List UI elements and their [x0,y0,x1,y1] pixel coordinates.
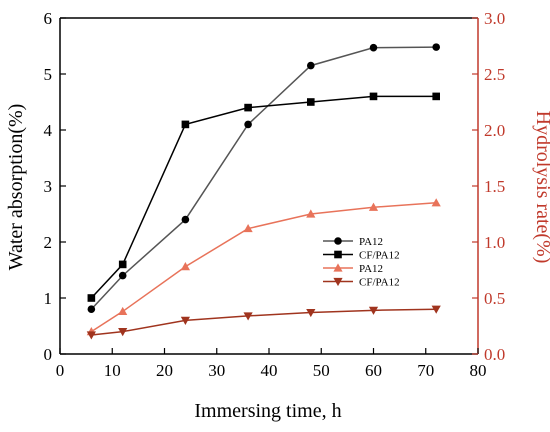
data-point [180,316,190,325]
left-y-tick-label: 6 [44,9,53,28]
data-point [368,306,379,315]
data-point [431,198,441,207]
left-y-axis: 0 1 2 3 4 5 6 [44,9,66,364]
legend-label: PA12 [359,263,383,275]
right-y-axis: 0.0 0.5 1.0 1.5 2.0 2.5 3.0 [472,9,505,364]
legend-marker [333,263,343,272]
data-point [432,92,440,101]
data-point [181,215,190,224]
data-point [431,305,441,314]
data-point [368,202,379,211]
x-tick-label: 20 [156,361,173,380]
right-y-tick-label: 0.5 [484,289,505,308]
legend-label: PA12 [359,236,383,248]
x-tick-label: 70 [417,361,434,380]
series-layer [86,43,441,340]
right-y-tick-label: 2.0 [484,121,505,140]
data-point [118,328,128,337]
right-y-tick-label: 1.5 [484,177,505,196]
data-point [87,294,96,302]
legend-item: CF/PA12 [323,277,400,289]
legend-label: CF/PA12 [359,277,400,289]
data-point [180,262,190,271]
data-point [87,305,96,314]
x-tick-label: 80 [470,361,487,380]
data-point [243,223,253,233]
legend-item: CF/PA12 [323,250,400,262]
left-y-tick-label: 1 [44,289,53,308]
x-tick-label: 10 [104,361,121,380]
data-point [307,61,315,70]
x-tick-label: 60 [365,361,382,380]
data-point [307,98,315,106]
left-y-tick-label: 5 [44,65,53,84]
series-line [91,308,437,336]
series-4 [86,305,441,340]
data-point [181,120,190,129]
data-point [306,209,316,218]
data-point [244,120,252,129]
legend-item: PA12 [323,263,383,275]
left-y-tick-label: 2 [44,233,53,252]
series-2 [87,92,440,302]
legend-marker [334,237,342,245]
data-point [118,260,127,269]
right-y-tick-label: 2.5 [484,65,505,84]
x-axis-title: Immersing time, h [194,400,341,422]
series-line [90,46,437,310]
data-point [369,92,378,101]
series-1 [87,43,441,314]
series-line [90,202,437,333]
data-point [306,308,316,318]
data-point [244,103,252,112]
series-line [90,95,437,299]
data-point [369,43,378,52]
data-point [118,306,128,316]
legend-label: CF/PA12 [359,250,400,262]
left-y-tick-label: 3 [44,177,53,196]
right-y-tick-label: 3.0 [484,9,505,28]
x-tick-label: 30 [208,361,225,380]
data-point [118,271,127,280]
plot-frame [59,17,479,355]
x-tick-label: 0 [56,361,65,380]
legend-marker [333,277,343,287]
right-y-tick-label: 1.0 [484,233,505,252]
left-y-tick-label: 0 [44,345,53,364]
x-tick-label: 50 [313,361,330,380]
legend-item: PA12 [323,236,383,248]
data-point [86,331,96,340]
legend-marker [334,250,342,259]
data-point [432,43,441,51]
left-y-axis-title: Water absorption(%) [5,104,27,271]
x-axis: 0 10 20 30 40 50 60 70 80 [56,348,487,380]
left-y-tick-label: 4 [44,121,53,140]
right-y-axis-title: Hydrolysis rate(%) [532,111,550,264]
data-point [243,312,253,321]
right-y-tick-label: 0.0 [484,345,505,364]
x-tick-label: 40 [261,361,278,380]
